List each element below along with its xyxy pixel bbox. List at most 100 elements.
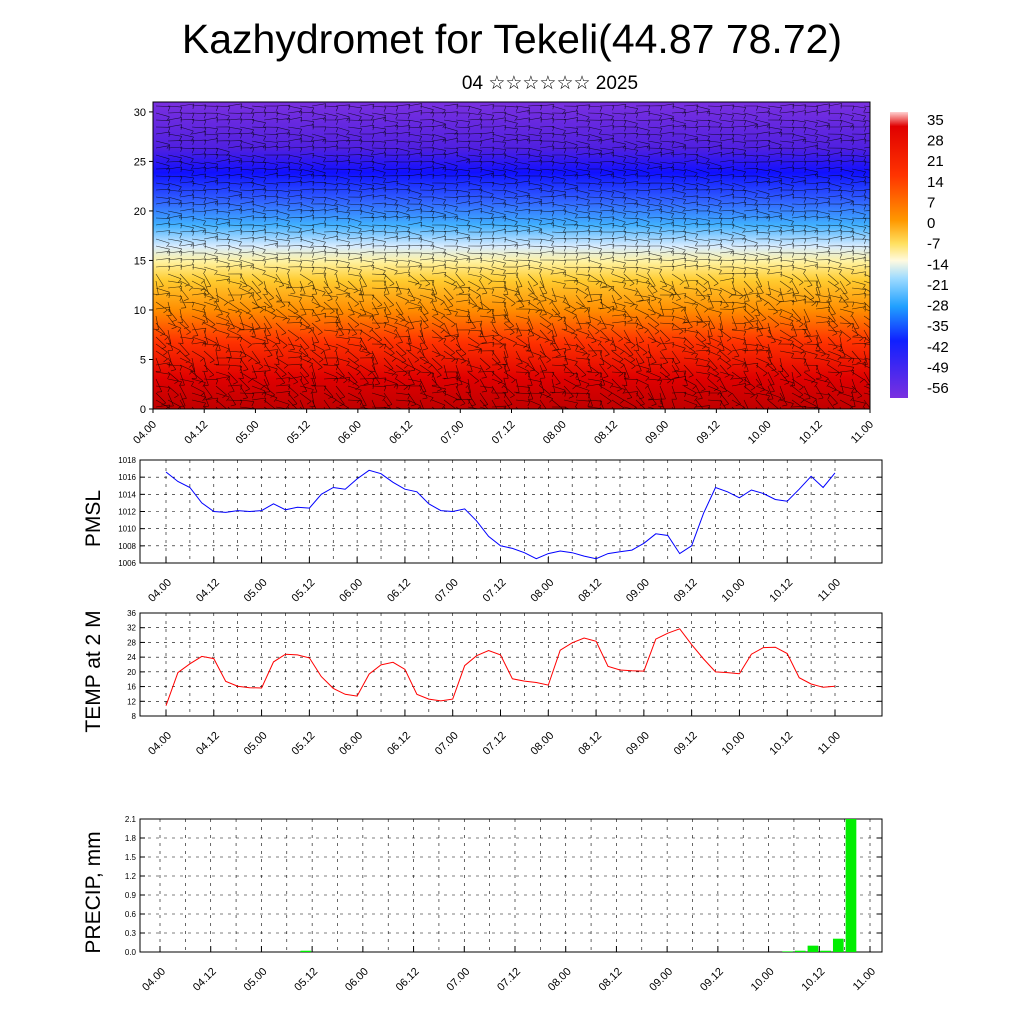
temp2m-panel: 8 12 16 20 24 28 32 36 04.00 04.12 05.00 05.12 06.00… xyxy=(82,609,883,758)
x-tick-label: 06.12 xyxy=(385,730,413,758)
x-tick-label: 04.12 xyxy=(182,419,210,447)
colorbar-label: 21 xyxy=(927,153,944,170)
precip-bar xyxy=(794,950,806,952)
y-tick-label: 0 xyxy=(140,404,146,416)
y-tick-label: 5 xyxy=(140,354,146,366)
x-tick-label: 06.12 xyxy=(394,966,422,994)
x-tick-label: 08.00 xyxy=(541,419,569,447)
precip-bar xyxy=(807,945,819,952)
x-tick-label: 06.00 xyxy=(337,730,365,758)
temp2m-line xyxy=(165,628,836,706)
y-tick-label: 1010 xyxy=(118,525,136,534)
y-tick-label: 1.2 xyxy=(125,872,137,881)
precip-panel: 0.00.30.60.91.21.51.82.104.00 04.12 05.00 0… xyxy=(82,815,883,994)
cross-section-panel: 0 5 10 15 20 25 30 04.00 04.12 05.00 05.12 06.00 06.… xyxy=(131,101,876,447)
x-tick-label: 04.12 xyxy=(194,577,222,605)
x-tick-label: 08.00 xyxy=(546,966,574,994)
x-tick-label: 10.12 xyxy=(767,730,795,758)
colorbar-label: -28 xyxy=(927,298,949,315)
y-ticks: 8 12 16 20 24 28 32 36 xyxy=(127,609,882,721)
y-tick-label: 0.3 xyxy=(125,929,137,938)
x-tick-label: 07.00 xyxy=(433,730,461,758)
grid xyxy=(140,459,882,564)
x-tick-label: 07.12 xyxy=(481,577,509,605)
y-tick-label: 24 xyxy=(127,653,136,662)
y-tick-label: 1014 xyxy=(118,490,136,499)
y-tick-label: 8 xyxy=(132,712,137,721)
colorbar-label: -21 xyxy=(927,277,949,294)
y-tick-label: 0.0 xyxy=(125,948,137,957)
y-tick-label: 1.8 xyxy=(125,834,137,843)
x-tick-label: 04.00 xyxy=(131,419,159,447)
x-tick-label: 08.12 xyxy=(592,419,620,447)
cross-section-x-ticks: 04.00 04.12 05.00 05.12 06.00 06.12 07.00 07.12… xyxy=(131,409,876,447)
y-tick-label: 32 xyxy=(127,624,136,633)
x-tick-label: 04.00 xyxy=(146,730,174,758)
x-tick-label: 08.00 xyxy=(528,577,556,605)
x-tick-label: 04.12 xyxy=(194,730,222,758)
colorbar-label: -49 xyxy=(927,359,949,376)
x-tick-label: 04.00 xyxy=(146,577,174,605)
cross-section-y-ticks: 0 5 10 15 20 25 30 xyxy=(134,107,153,416)
x-tick-label: 06.12 xyxy=(385,577,413,605)
x-tick-label: 11.00 xyxy=(816,730,843,757)
x-tick-label: 06.12 xyxy=(387,419,415,447)
y-axis-label: TEMP at 2 M xyxy=(82,610,105,732)
y-tick-label: 1008 xyxy=(118,542,136,551)
x-tick-label: 10.00 xyxy=(720,730,748,758)
x-tick-label: 10.12 xyxy=(767,577,795,605)
x-tick-label: 05.12 xyxy=(290,577,318,605)
grid xyxy=(140,612,882,717)
y-ticks: 1006 1008 1010 1012 1014 1016 1018 xyxy=(118,456,882,568)
x-tick-label: 10.00 xyxy=(749,966,777,994)
wind-barbs xyxy=(153,103,870,409)
x-tick-label: 05.00 xyxy=(242,730,270,758)
temperature-colorbar: 35 28 21 14 7 0 -7 -14 -21 -28 -35 -42 -49 -56 xyxy=(890,112,949,398)
y-tick-label: 16 xyxy=(127,683,136,692)
y-tick-label: 0.6 xyxy=(125,910,137,919)
y-axis-label: PMSL xyxy=(82,490,105,547)
x-tick-label: 05.12 xyxy=(292,966,320,994)
chart-title: Kazhydromet for Tekeli(44.87 78.72) xyxy=(181,16,843,62)
x-ticks: 04.00 04.12 05.00 05.12 06.00 06.12 07.00 07.12… xyxy=(146,557,843,605)
y-axis-label: PRECIP, mm xyxy=(82,831,105,953)
x-tick-label: 07.00 xyxy=(438,419,466,447)
y-tick-label: 30 xyxy=(134,107,146,119)
precip-bar xyxy=(845,819,857,952)
y-tick-label: 20 xyxy=(134,206,146,218)
x-tick-label: 11.00 xyxy=(851,966,878,993)
colorbar-label: 35 xyxy=(927,112,944,129)
y-tick-label: 20 xyxy=(127,668,136,677)
x-tick-label: 08.12 xyxy=(576,730,604,758)
y-tick-label: 1.5 xyxy=(125,853,137,862)
x-tick-label: 09.00 xyxy=(647,966,675,994)
precip-bar xyxy=(300,950,312,952)
y-tick-label: 0.9 xyxy=(125,891,137,900)
x-tick-label: 10.12 xyxy=(797,419,825,447)
x-tick-label: 08.00 xyxy=(528,730,556,758)
x-tick-label: 05.00 xyxy=(234,419,262,447)
x-tick-label: 05.00 xyxy=(242,577,270,605)
x-tick-label: 10.00 xyxy=(720,577,748,605)
colorbar-label: -14 xyxy=(927,256,949,273)
x-tick-label: 05.12 xyxy=(290,730,318,758)
x-tick-label: 08.12 xyxy=(576,577,604,605)
colorbar-label: -56 xyxy=(927,380,949,397)
x-tick-label: 09.12 xyxy=(698,966,726,994)
colorbar-label: 7 xyxy=(927,194,935,211)
x-tick-label: 07.00 xyxy=(433,577,461,605)
x-tick-label: 06.00 xyxy=(336,419,364,447)
y-tick-label: 1016 xyxy=(118,473,136,482)
y-tick-label: 28 xyxy=(127,638,136,647)
x-tick-label: 09.00 xyxy=(643,419,671,447)
x-tick-label: 05.00 xyxy=(242,966,270,994)
x-tick-label: 04.12 xyxy=(191,966,219,994)
precip-bar xyxy=(832,938,844,952)
precip-bars xyxy=(300,819,857,952)
colorbar-label: -35 xyxy=(927,318,949,335)
x-ticks: 04.00 04.12 05.00 05.12 06.00 06.12 07.00 07.12… xyxy=(146,710,843,758)
y-tick-label: 1006 xyxy=(118,559,136,568)
y-tick-label: 1012 xyxy=(118,508,136,517)
pmsl-panel: 1006 1008 1010 1012 1014 1016 1018 04.00 04.12 05… xyxy=(82,456,883,605)
x-tick-label: 11.00 xyxy=(816,577,843,604)
